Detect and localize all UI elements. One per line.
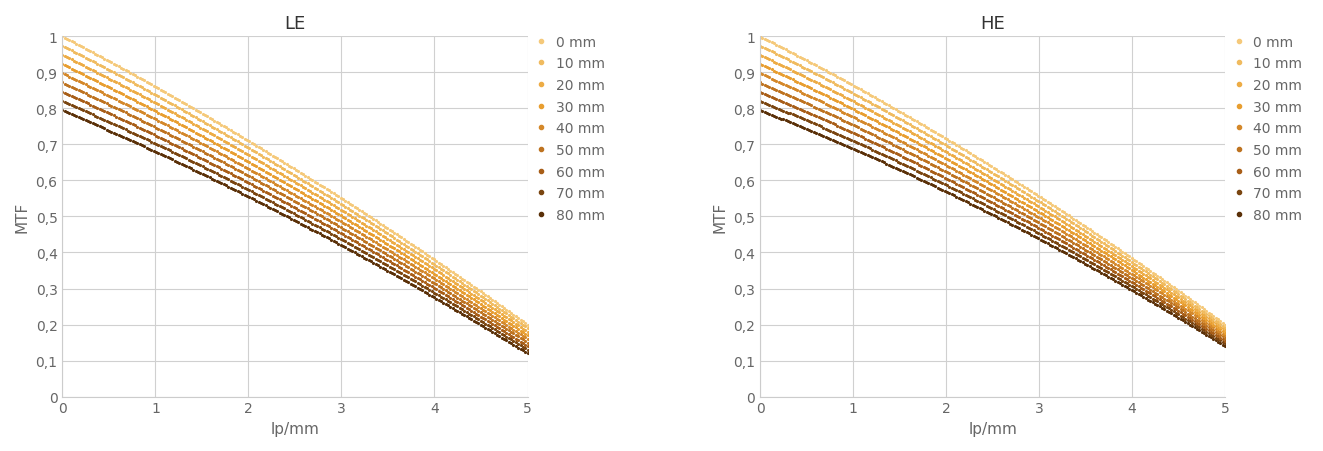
- X-axis label: lp/mm: lp/mm: [968, 421, 1017, 436]
- Legend: 0 mm, 10 mm, 20 mm, 30 mm, 40 mm, 50 mm, 60 mm, 70 mm, 80 mm: 0 mm, 10 mm, 20 mm, 30 mm, 40 mm, 50 mm,…: [1230, 30, 1308, 228]
- X-axis label: lp/mm: lp/mm: [270, 421, 319, 436]
- Y-axis label: MTF: MTF: [713, 202, 728, 233]
- Title: HE: HE: [980, 15, 1005, 33]
- Title: LE: LE: [284, 15, 306, 33]
- Legend: 0 mm, 10 mm, 20 mm, 30 mm, 40 mm, 50 mm, 60 mm, 70 mm, 80 mm: 0 mm, 10 mm, 20 mm, 30 mm, 40 mm, 50 mm,…: [532, 30, 610, 228]
- Y-axis label: MTF: MTF: [15, 202, 30, 233]
